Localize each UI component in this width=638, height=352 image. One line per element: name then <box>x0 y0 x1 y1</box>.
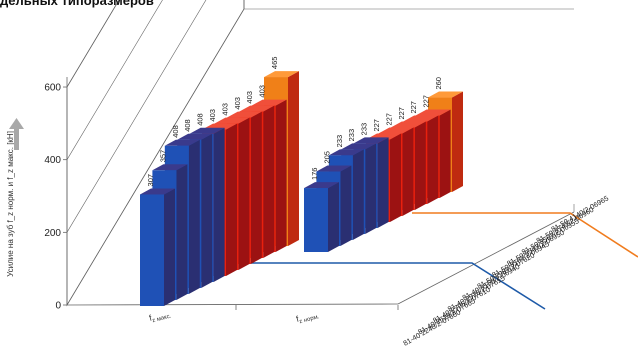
up-arrow-shaft <box>14 128 19 150</box>
grid-line <box>66 0 120 88</box>
bar-fz-norm-1 <box>304 182 339 252</box>
value-label: 260 <box>434 77 443 90</box>
bar-side <box>452 91 463 192</box>
bar-side <box>164 188 175 306</box>
bar-side <box>213 127 225 282</box>
bar-top <box>328 149 364 156</box>
value-label: 357 <box>158 150 167 163</box>
bar-side <box>188 139 200 294</box>
value-label: 408 <box>196 113 205 126</box>
value-label: 403 <box>233 97 242 110</box>
value-label: 227 <box>372 119 381 132</box>
value-label: 205 <box>322 151 331 164</box>
bar-top <box>264 71 299 78</box>
bar-top <box>140 188 175 195</box>
bar-side <box>250 111 262 264</box>
grid-line <box>66 8 245 306</box>
bar-side <box>390 133 401 222</box>
value-label: 233 <box>347 129 356 142</box>
bar-front <box>304 188 328 252</box>
bar-top <box>239 105 275 112</box>
bar-top <box>214 117 250 124</box>
bar-top <box>251 99 287 106</box>
value-label: 403 <box>245 91 254 104</box>
bar-side <box>328 182 339 252</box>
bar-side <box>238 117 250 270</box>
bar-side <box>427 115 439 204</box>
bar-side <box>365 143 377 234</box>
value-label: 408 <box>183 119 192 132</box>
bar-top <box>403 115 439 122</box>
value-label: 403 <box>258 85 267 98</box>
value-label: 227 <box>397 107 406 120</box>
bar-top <box>378 127 414 134</box>
bar-side <box>439 109 451 198</box>
value-label: 408 <box>171 125 180 138</box>
up-arrow-icon <box>9 118 24 129</box>
value-label: 227 <box>409 101 418 114</box>
bar-front <box>140 194 164 306</box>
bar-side <box>263 105 275 258</box>
bar-side <box>340 165 352 246</box>
blue-group-line <box>248 262 546 310</box>
bar-side <box>402 127 414 216</box>
bar-top <box>177 133 213 140</box>
bar-top <box>316 165 352 172</box>
bar-fz-max-1 <box>140 188 175 306</box>
y-tick-label: 200 <box>44 228 61 239</box>
bar-top <box>428 91 463 98</box>
y-tick-label: 400 <box>44 155 61 166</box>
bar-top <box>152 164 188 171</box>
bar-side <box>226 123 237 276</box>
chart-axes: 0 200 400 600 <box>44 0 638 312</box>
value-label: 227 <box>422 95 431 108</box>
bar-top <box>226 111 262 118</box>
floor-right <box>397 211 575 305</box>
floor-front <box>66 303 399 306</box>
bar-side <box>176 164 188 300</box>
bar-side <box>414 121 426 210</box>
value-label: 233 <box>360 123 369 136</box>
category-label: fz макс. <box>148 308 173 325</box>
value-label: 233 <box>335 135 344 148</box>
bar-top <box>304 182 339 189</box>
bar-side <box>201 133 213 288</box>
bar-side <box>275 99 287 252</box>
orange-group-line <box>412 212 638 258</box>
bar-top <box>189 127 225 134</box>
y-tick-label: 0 <box>55 301 61 312</box>
bar-top <box>390 121 426 128</box>
value-label: 307 <box>146 174 155 187</box>
bar-top <box>341 143 377 150</box>
bar-top <box>415 109 451 116</box>
value-label: 176 <box>310 168 319 181</box>
chart-bars <box>140 71 463 306</box>
grid-line <box>66 0 207 233</box>
value-label: 403 <box>208 109 217 122</box>
y-axis-label: Усилие на зуб f_z норм. и f_z макс. [кН] <box>6 131 15 277</box>
bar-side <box>352 149 364 240</box>
grid-line <box>66 0 163 160</box>
bar-side <box>377 137 389 228</box>
value-label: 465 <box>270 57 279 70</box>
value-label: 403 <box>220 103 229 116</box>
y-tick-label: 600 <box>44 83 61 94</box>
chart-title: дельных типоразмеров <box>0 0 154 8</box>
value-label: 227 <box>384 113 393 126</box>
bar-top <box>353 137 389 144</box>
bar-top <box>164 139 200 146</box>
category-label: fz норм. <box>295 308 320 326</box>
bar-side <box>288 71 299 246</box>
